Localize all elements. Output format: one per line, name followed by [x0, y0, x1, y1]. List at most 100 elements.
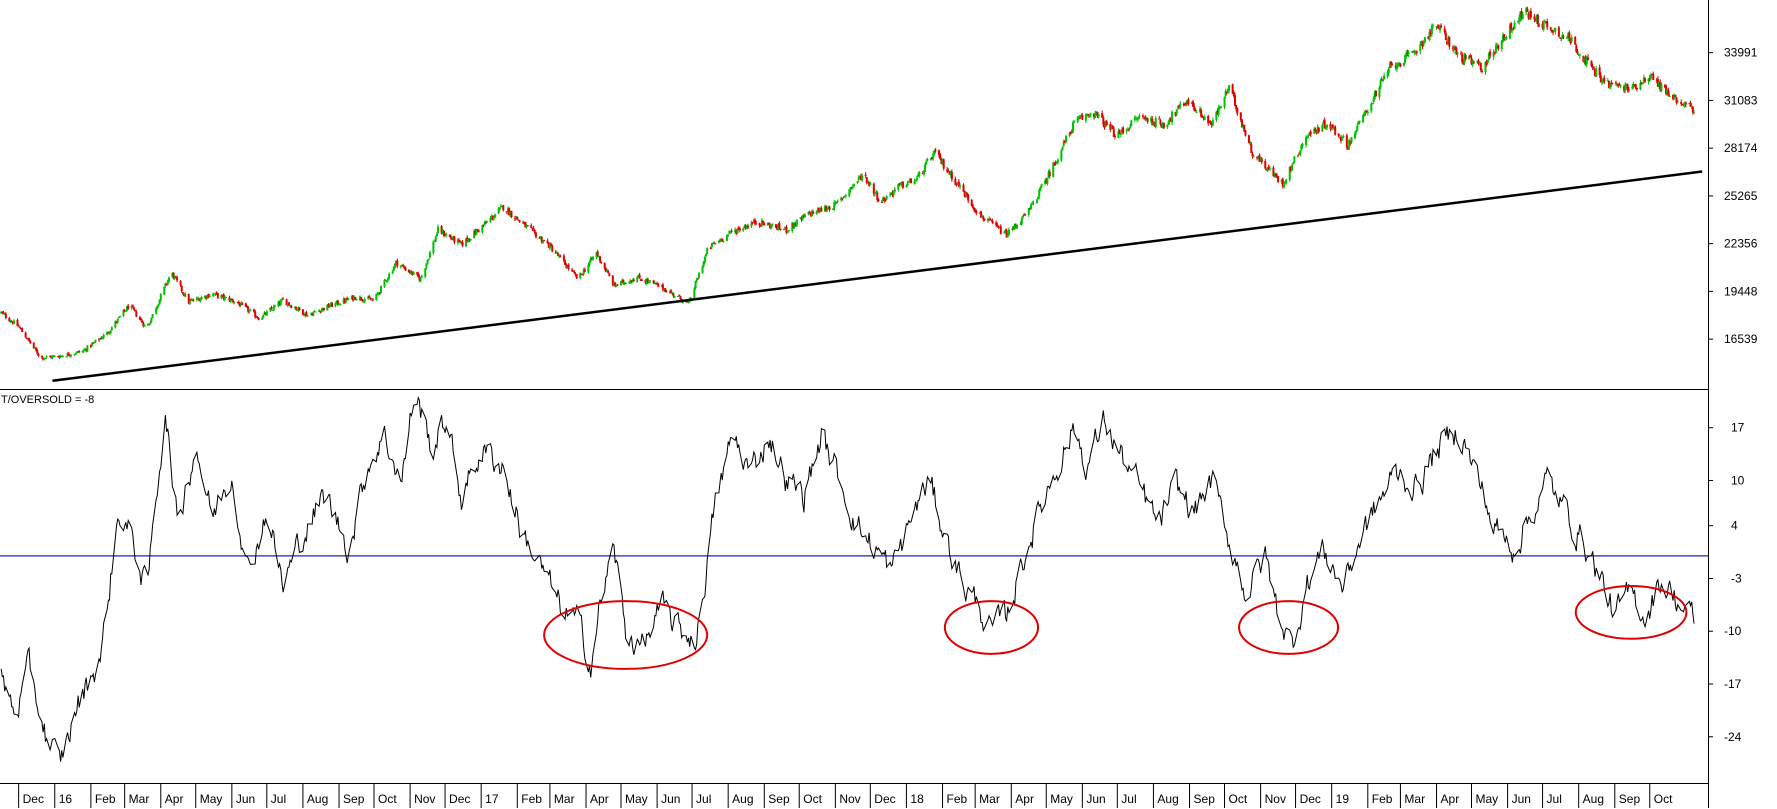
candle-body [1538, 24, 1541, 26]
candle-body [1349, 141, 1352, 144]
candle-body [85, 349, 88, 351]
candle-body [515, 216, 518, 220]
candle-body [1048, 171, 1051, 177]
candle-body [1193, 105, 1196, 111]
candle-body [897, 184, 900, 190]
candle-body [776, 226, 779, 230]
candle-body [1447, 38, 1450, 44]
candle-body [166, 280, 169, 285]
candle-body [256, 317, 259, 319]
candle-body [272, 305, 275, 311]
candle-body [277, 301, 280, 307]
candle-body [1003, 232, 1006, 234]
candle-body [1511, 29, 1514, 31]
candle-body [363, 299, 366, 302]
candle-body [1370, 103, 1373, 112]
candle-body [460, 241, 463, 244]
candle-body [244, 303, 247, 307]
candle-body [975, 210, 978, 214]
candle-body [914, 179, 917, 181]
candle-body [1512, 27, 1515, 30]
candle-body [730, 230, 733, 232]
candle-body [811, 210, 814, 216]
candle-body [573, 272, 576, 274]
candle-body [100, 337, 103, 339]
candle-body [1069, 131, 1072, 133]
candle-body [736, 228, 739, 234]
candle-body [880, 201, 883, 203]
candle-body [141, 320, 144, 323]
candle-body [354, 297, 357, 300]
candle-body [1614, 82, 1617, 84]
candle-body [1649, 75, 1652, 79]
candle-body [526, 225, 529, 227]
candle-body [1174, 112, 1177, 116]
candle-body [1063, 141, 1066, 144]
candle-body [1510, 23, 1513, 30]
candle-body [1675, 97, 1678, 103]
price-tick-label: 19448 [1724, 284, 1758, 298]
candle-body [1224, 90, 1227, 97]
candle-body [1252, 156, 1255, 158]
candle-body [1047, 172, 1050, 177]
candle-body [1056, 159, 1059, 163]
candle-body [794, 223, 797, 226]
candle-body [637, 275, 640, 277]
candle-body [1468, 56, 1471, 59]
candle-body [67, 353, 70, 356]
candle-body [844, 195, 847, 197]
candle-body [159, 294, 162, 301]
candle-body [1350, 137, 1353, 143]
candle-body [1242, 126, 1245, 128]
candle-body [257, 317, 260, 320]
candle-body [1109, 124, 1112, 130]
candle-body [517, 219, 520, 221]
candle-body [68, 354, 71, 356]
candle-body [156, 305, 159, 309]
candle-body [497, 208, 500, 214]
candle-body [255, 316, 258, 318]
candle-body [816, 207, 819, 212]
month-label: Jun [661, 792, 680, 806]
candle-body [207, 294, 210, 298]
candle-body [367, 296, 370, 299]
candle-body [596, 251, 599, 256]
candle-body [383, 279, 386, 287]
candle-body [1627, 89, 1630, 91]
candle-body [1167, 121, 1170, 125]
oversold-highlight-ellipse [543, 600, 709, 670]
candle-body [127, 305, 130, 309]
candle-body [1606, 80, 1609, 82]
candle-body [557, 253, 560, 256]
candle-body [1647, 78, 1650, 82]
candle-body [1631, 86, 1634, 89]
candle-body [377, 292, 380, 295]
candle-body [1151, 118, 1154, 126]
candle-body [540, 237, 543, 243]
candle-body [728, 230, 731, 234]
candle-body [1201, 116, 1204, 118]
candle-body [1682, 105, 1685, 107]
candle-body [1081, 114, 1084, 120]
candle-body [1366, 112, 1369, 114]
candle-body [1134, 118, 1137, 120]
candle-body [1190, 102, 1193, 104]
month-label: Feb [95, 792, 116, 806]
candle-body [750, 222, 753, 227]
candle-body [1266, 167, 1269, 172]
candle-body [1644, 78, 1647, 82]
candle-body [420, 276, 423, 278]
candle-body [249, 309, 252, 311]
candle-body [1668, 95, 1671, 97]
candle-body [646, 279, 649, 283]
candle-body [767, 223, 770, 225]
candle-body [1199, 108, 1202, 113]
candle-body [40, 355, 43, 358]
candle-body [425, 263, 428, 268]
candle-body [970, 199, 973, 206]
candle-body [966, 193, 969, 196]
candle-body [417, 273, 420, 277]
candle-body [795, 219, 798, 226]
candle-body [1535, 14, 1538, 22]
candle-body [326, 304, 329, 311]
